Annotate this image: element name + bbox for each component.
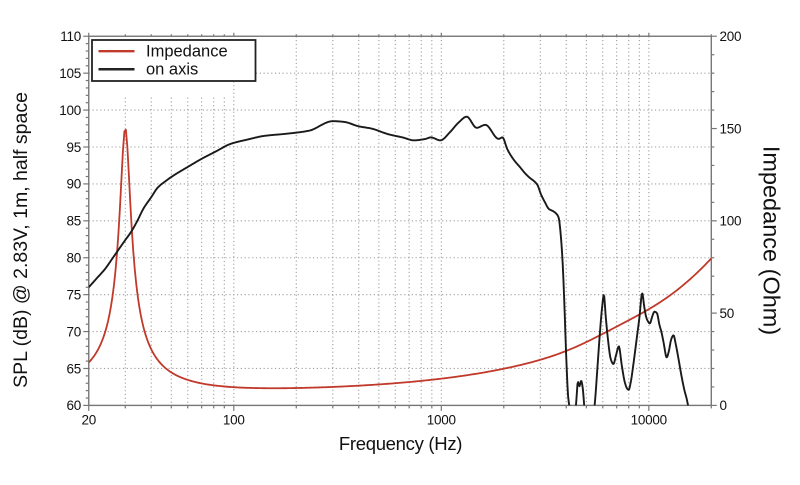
- svg-text:Impedance: Impedance: [146, 42, 228, 60]
- svg-text:85: 85: [66, 214, 81, 229]
- svg-text:110: 110: [60, 29, 81, 44]
- svg-text:90: 90: [66, 177, 81, 192]
- svg-text:Frequency (Hz): Frequency (Hz): [339, 433, 462, 454]
- svg-text:80: 80: [66, 251, 81, 266]
- svg-text:10000: 10000: [631, 413, 667, 428]
- svg-text:150: 150: [720, 121, 742, 136]
- svg-text:100: 100: [223, 413, 245, 428]
- svg-text:65: 65: [66, 361, 81, 376]
- svg-text:200: 200: [720, 29, 742, 44]
- svg-text:20: 20: [82, 413, 97, 428]
- svg-text:50: 50: [720, 306, 735, 321]
- svg-text:70: 70: [66, 324, 81, 339]
- svg-text:100: 100: [59, 103, 81, 118]
- svg-text:SPL (dB) @ 2.83V, 1m, half spa: SPL (dB) @ 2.83V, 1m, half space: [10, 92, 32, 388]
- svg-text:1000: 1000: [427, 413, 456, 428]
- svg-text:60: 60: [66, 398, 81, 413]
- svg-text:75: 75: [66, 288, 81, 303]
- svg-text:95: 95: [66, 140, 81, 155]
- svg-text:100: 100: [720, 214, 742, 229]
- svg-text:105: 105: [59, 66, 81, 81]
- svg-text:on axis: on axis: [146, 60, 198, 78]
- svg-text:Impedance (Ohm): Impedance (Ohm): [759, 146, 785, 335]
- svg-text:0: 0: [720, 398, 727, 413]
